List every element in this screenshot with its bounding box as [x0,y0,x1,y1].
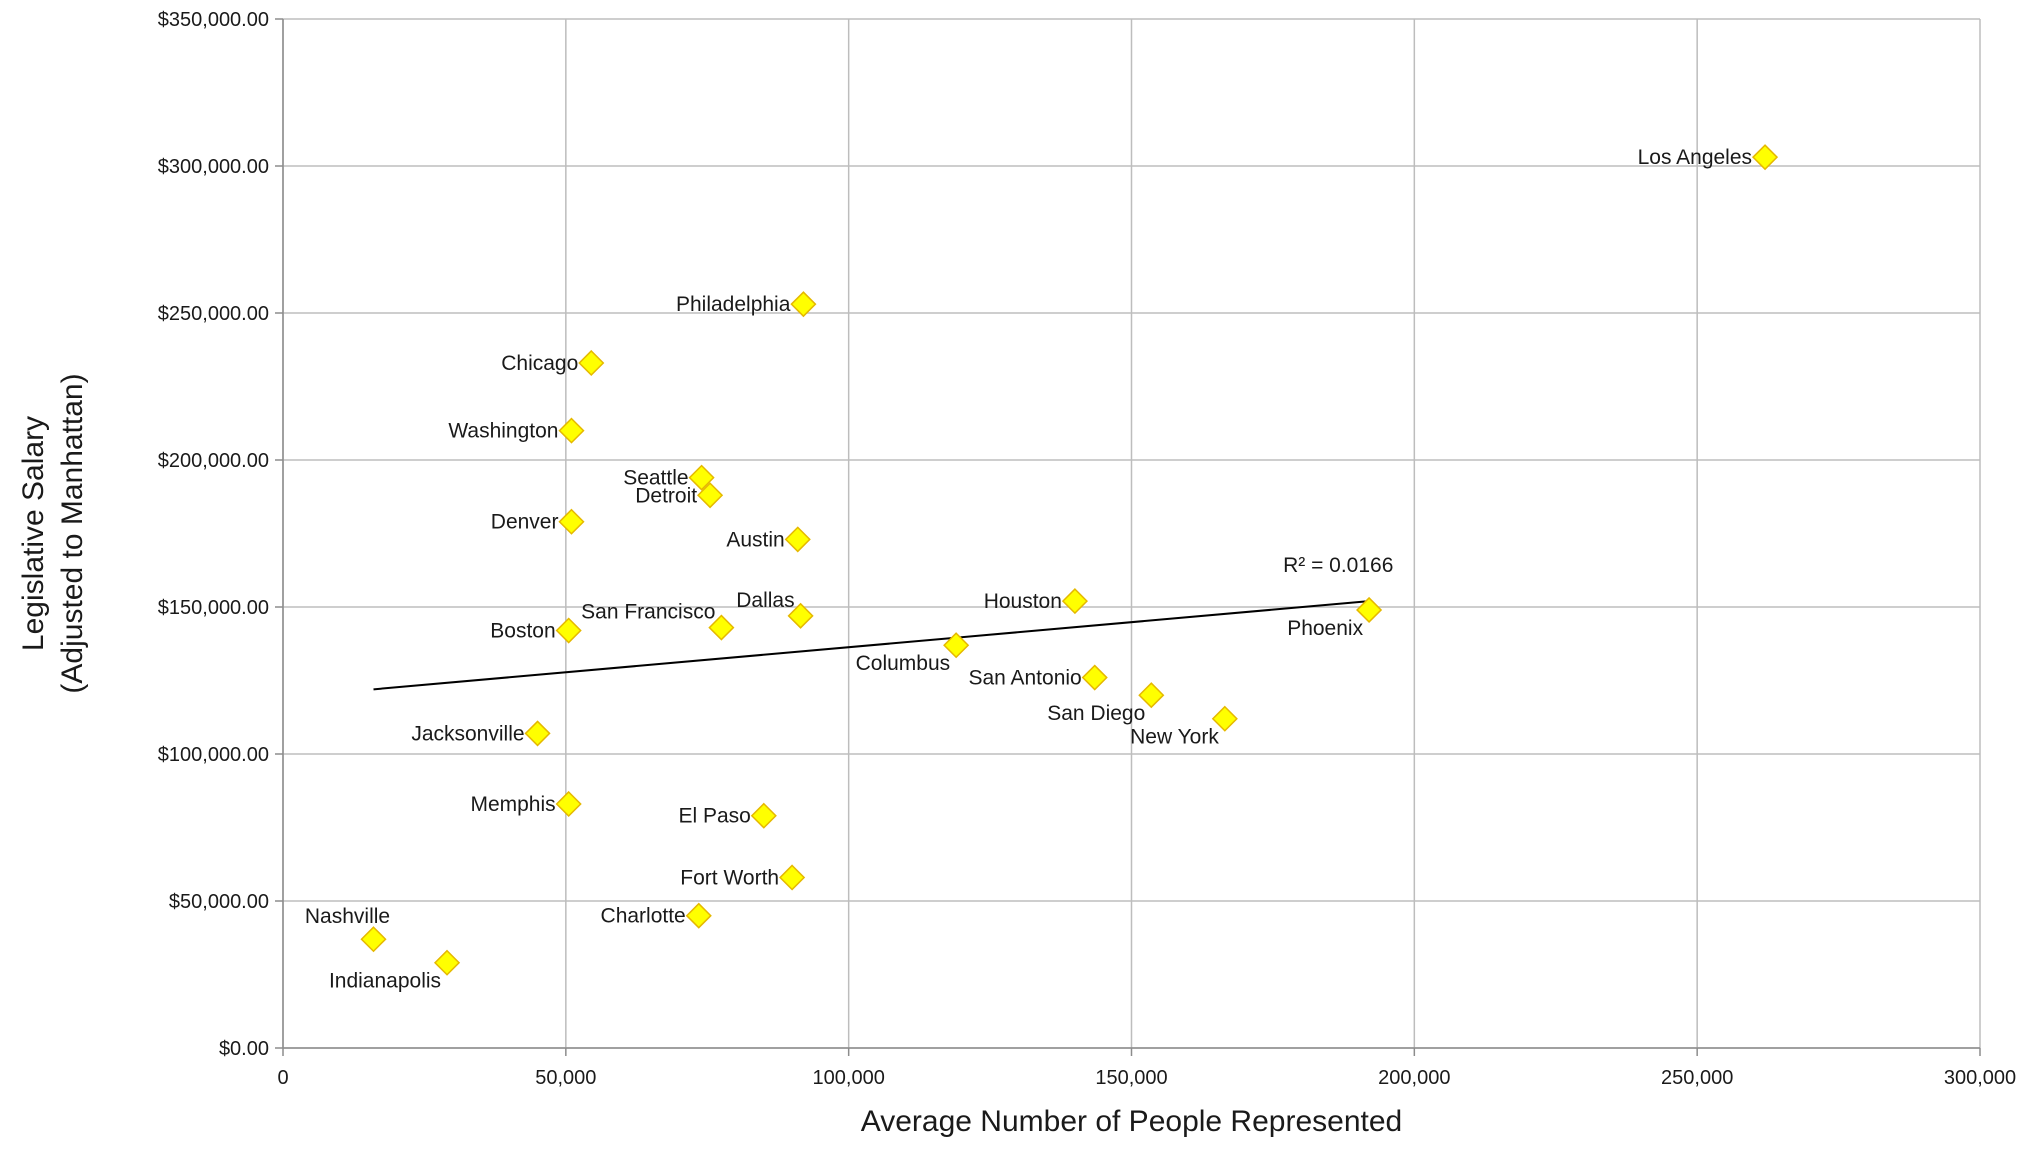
trendline [373,600,1370,691]
point-label: Seattle [623,467,688,490]
point-label: Detroit [635,484,697,507]
point-label: Nashville [305,905,390,928]
y-tick-label: $300,000.00 [158,156,269,178]
data-point [1211,705,1238,732]
data-point [708,614,735,641]
data-point [1081,664,1108,691]
labels-layer: Los Angeles Philadelphia Chicago Washington… [305,146,1752,993]
point-label: Columbus [856,652,951,675]
point-label: Dallas [736,589,794,612]
point-label: Boston [490,620,555,643]
point-label: Chicago [501,352,578,375]
data-point [697,482,724,509]
trendline-layer: R² = 0.0166 [373,554,1393,691]
y-tick-label: $50,000.00 [169,891,269,913]
y-tick-label: $100,000.00 [158,744,269,766]
data-point [779,864,806,891]
point-label: Jacksonville [411,722,524,745]
point-label: Memphis [470,793,555,816]
data-point [558,508,585,535]
point-label: Houston [984,590,1062,613]
y-axis-title-line: Legislative Salary [17,416,50,651]
data-point [943,632,970,659]
data-point [750,802,777,829]
data-point [790,291,817,318]
point-label: Los Angeles [1638,146,1752,169]
data-point [688,464,715,491]
data-point [433,949,461,976]
point-label: El Paso [678,805,750,828]
x-tick-label: 100,000 [813,1067,885,1089]
point-label: Charlotte [601,905,686,928]
y-tick-label: $250,000.00 [158,303,269,325]
data-point [784,526,811,553]
point-label: Denver [491,511,559,534]
data-point [524,720,551,747]
data-point [685,902,712,929]
y-axis-title: Legislative Salary (Adjusted to Manhattan… [17,373,89,693]
data-point [555,617,582,644]
data-point [578,349,605,377]
point-label: San Francisco [581,601,715,624]
data-point [360,926,387,953]
y-tick-label: $350,000.00 [158,9,269,31]
point-label: Phoenix [1287,617,1363,640]
data-point [558,417,585,444]
y-tick-label: $200,000.00 [158,450,269,472]
points-layer [360,144,1779,976]
r-squared-label: R² = 0.0166 [1283,554,1393,577]
point-label: San Antonio [968,667,1081,690]
x-tick-label: 50,000 [535,1067,596,1089]
data-point [1356,596,1383,624]
data-point [1061,588,1088,615]
point-label: Indianapolis [329,970,441,993]
data-point [1751,144,1779,171]
point-label: Washington [448,420,558,443]
y-tick-label: $150,000.00 [158,597,269,619]
x-tick-label: 250,000 [1661,1067,1733,1089]
data-point [787,602,814,629]
point-label: New York [1130,726,1219,749]
y-tick-label: $0.00 [219,1038,269,1060]
x-tick-label: 200,000 [1378,1067,1450,1089]
x-tick-label: 300,000 [1944,1067,2016,1089]
point-label: Fort Worth [680,866,779,889]
x-tick-label: 0 [277,1067,288,1089]
x-axis-title: Average Number of People Represented [861,1105,1402,1138]
data-point [555,790,582,818]
grid-layer [282,18,1981,1049]
point-label: San Diego [1047,702,1145,725]
data-point [1138,682,1165,709]
point-label: Austin [726,528,784,551]
axes-layer: $0.00 $50,000.00 $100,000.00 $150,000.00 $20… [17,9,2016,1138]
x-tick-label: 150,000 [1095,1067,1167,1089]
point-label: Philadelphia [676,293,791,316]
y-axis-title-line: (Adjusted to Manhattan) [56,373,89,693]
